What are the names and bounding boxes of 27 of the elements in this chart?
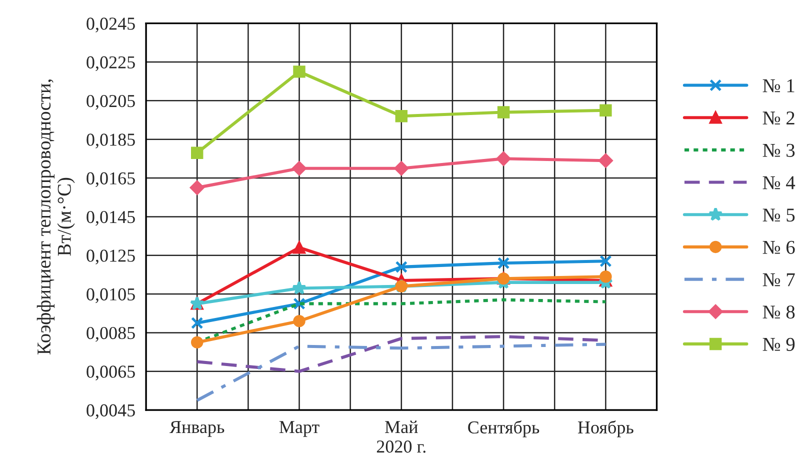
y-tick-label: 0,0085 (86, 326, 135, 342)
x-tick-label: Май (385, 420, 418, 434)
x-tick-label: Ноябрь (578, 420, 634, 438)
y-tick-label: 0,0225 (86, 56, 135, 72)
legend-label: № 6 (762, 240, 795, 254)
x-axis-title: 2020 г. (376, 440, 426, 453)
y-tick-label: 0,0045 (86, 404, 135, 420)
legend-label: № 3 (762, 144, 795, 157)
x-tick-label: Март (279, 421, 320, 437)
y-tick-label: 0,0105 (86, 288, 135, 304)
y-tick-label: 0,0185 (86, 134, 135, 148)
y-axis-title: Коэффициент теплопроводности, Вт/(м·°С) (36, 80, 75, 355)
legend-label: № 2 (762, 112, 794, 124)
legend-label: № 5 (762, 208, 795, 222)
x-tick-label: Январь (170, 421, 224, 437)
y-tick-label: 0,0165 (86, 172, 135, 188)
x-tick-label: Сентябрь (468, 420, 540, 438)
legend-label: № 9 (762, 338, 795, 351)
legend-label: № 7 (762, 273, 795, 286)
y-tick-label: 0,0145 (86, 210, 135, 226)
legend-label: № 1 (762, 79, 794, 92)
legend-label: № 4 (762, 176, 796, 190)
legend-label: № 8 (762, 306, 795, 319)
y-tick-label: 0,0125 (86, 250, 135, 264)
y-tick-label: 0,0205 (86, 94, 135, 110)
y-tick-label: 0,0245 (86, 18, 135, 32)
y-tick-label: 0,0065 (86, 366, 135, 380)
